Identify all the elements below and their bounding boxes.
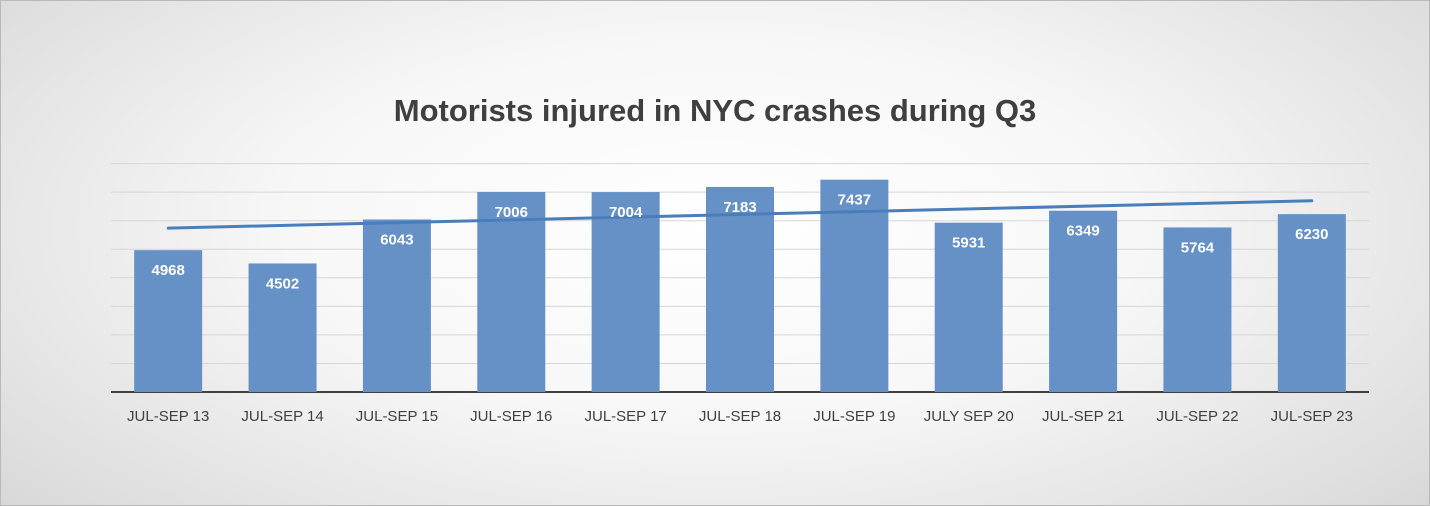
category-label: JUL-SEP 14	[241, 408, 323, 425]
data-label: 4502	[266, 275, 299, 292]
data-label: 4968	[151, 262, 184, 279]
category-label: JUL-SEP 16	[470, 408, 552, 425]
data-label: 7006	[495, 204, 528, 221]
category-label: JUL-SEP 13	[127, 408, 209, 425]
category-label: JUL-SEP 23	[1271, 408, 1353, 425]
chart-title: Motorists injured in NYC crashes during …	[393, 93, 1037, 128]
category-label: JUL-SEP 19	[813, 408, 895, 425]
bar	[591, 192, 660, 392]
bar	[1277, 214, 1346, 392]
bar	[934, 222, 1003, 392]
bar	[134, 250, 203, 392]
data-labels: 4968 4502 6043 7006 7004 7183 7437 5931 6349 5764…	[151, 192, 1328, 293]
category-label: JUL-SEP 18	[699, 408, 781, 425]
data-label: 7183	[723, 199, 756, 216]
bar	[820, 179, 889, 392]
category-labels: JUL-SEP 13 JUL-SEP 14 JUL-SEP 15 JUL-SEP 16…	[127, 408, 1353, 425]
data-label: 7004	[609, 204, 643, 221]
bar	[706, 186, 774, 392]
data-label: 7437	[838, 192, 871, 209]
category-label: JUL-SEP 17	[585, 408, 667, 425]
data-label: 5764	[1181, 239, 1215, 256]
data-label: 6230	[1295, 226, 1328, 243]
data-label: 6349	[1066, 223, 1099, 240]
bar	[477, 191, 546, 392]
category-label: JUL-SEP 15	[356, 408, 438, 425]
category-label: JULY SEP 20	[924, 408, 1014, 425]
category-label: JUL-SEP 22	[1156, 408, 1238, 425]
bar	[362, 219, 431, 392]
bar	[1163, 227, 1232, 392]
bar	[248, 263, 317, 392]
bars	[134, 179, 1346, 392]
category-label: JUL-SEP 21	[1042, 408, 1124, 425]
bar	[1049, 210, 1118, 392]
data-label: 5931	[952, 235, 985, 252]
data-label: 6043	[380, 231, 413, 248]
trendline	[166, 199, 1314, 230]
trendline-layer	[166, 199, 1314, 230]
